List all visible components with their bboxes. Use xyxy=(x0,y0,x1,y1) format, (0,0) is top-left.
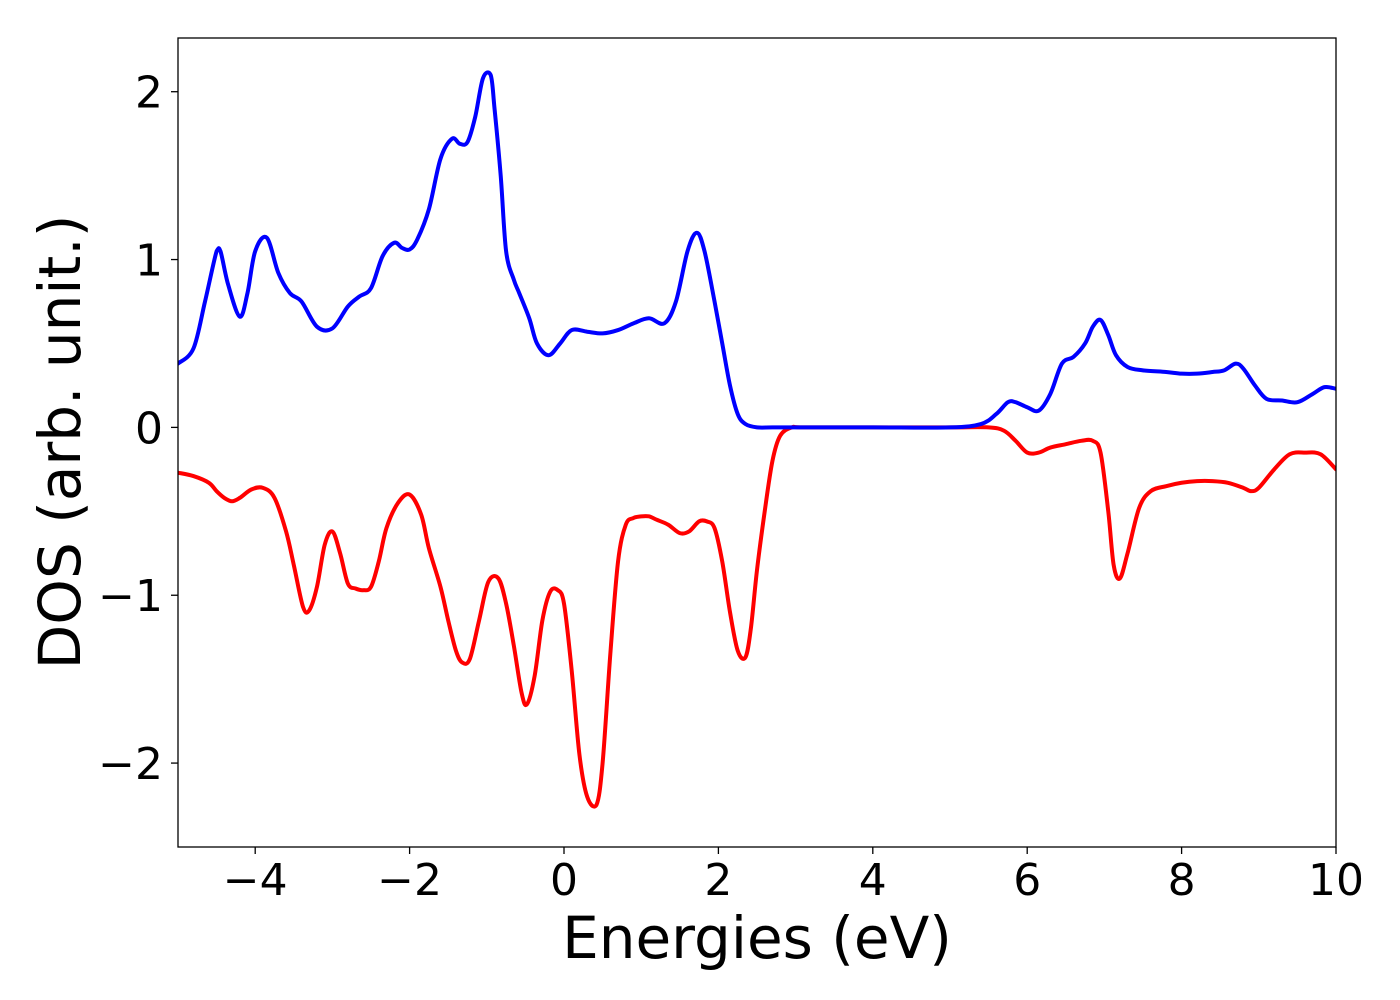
y-axis-label: DOS (arb. unit.) xyxy=(26,215,94,670)
series-layer xyxy=(178,70,1336,809)
x-tick-label: 2 xyxy=(704,855,732,906)
y-tick-label: −2 xyxy=(98,739,163,790)
y-tick-label: 0 xyxy=(135,403,163,454)
x-tick-label: 6 xyxy=(1013,855,1041,906)
x-axis-label: Energies (eV) xyxy=(562,904,952,972)
x-tick-label: 8 xyxy=(1168,855,1196,906)
x-tick-label: −2 xyxy=(377,855,442,906)
y-tick-label: 1 xyxy=(135,236,163,287)
x-tick-label: 0 xyxy=(550,855,578,906)
x-tick-label: 10 xyxy=(1308,855,1364,906)
x-tick-label: −4 xyxy=(223,855,288,906)
ticks-layer: −4 −2 0 2 4 6 8 10 −2 −1 0 1 2 xyxy=(98,68,1364,906)
y-tick-label: −1 xyxy=(98,571,163,622)
x-tick-label: 4 xyxy=(859,855,887,906)
series-line-0 xyxy=(178,70,1336,430)
series-line-1 xyxy=(178,424,1336,809)
plot-frame xyxy=(177,37,1337,848)
y-tick-label: 2 xyxy=(135,68,163,119)
